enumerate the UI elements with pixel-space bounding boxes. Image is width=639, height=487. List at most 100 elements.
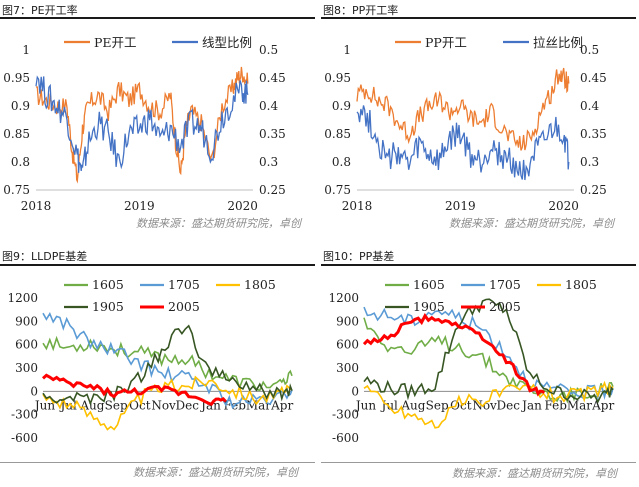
legend-label: 1905 [92,299,124,314]
series-line-1805 [363,380,614,429]
x-tick-label: 2018 [21,199,52,213]
legend-label: 1705 [489,277,521,292]
legend-label: 线型比例 [202,35,252,50]
y2-tick-label: 0.5 [580,43,599,57]
y-tick-label: 600 [15,338,38,352]
y-tick-label: -600 [11,431,38,445]
y2-tick-label: 0.3 [259,155,278,169]
panel-fig9: 图9：LLDPE基差 -600 -300 0 300 600 900 1200 Jun Jul A… [0,246,318,487]
y-tick-label: 0.8 [11,155,30,169]
title-rule [321,17,636,19]
title-rule [0,17,315,19]
y-tick-label: -300 [11,408,38,422]
series-line-1605 [42,335,293,392]
legend-label: 1705 [168,277,200,292]
x-tick-label: Dec [497,398,521,412]
y-tick-label: 0.9 [11,99,30,113]
x-tick-label: Apr [591,398,614,412]
y-tick-label: 0.75 [3,183,30,197]
y-tick-label: 300 [336,361,359,375]
y-tick-label: 0.75 [324,183,351,197]
y-tick-label: 0.85 [3,127,30,141]
legend-label: 1905 [413,299,445,314]
y-tick-label: 0.8 [332,155,351,169]
x-tick-label: Aug [400,398,425,412]
series-line-2005 [41,373,227,406]
x-tick-label: Dec [176,398,200,412]
source-note: 数据来源：盛达期货研究院，卓创 [452,467,617,480]
source-note: 数据来源：盛达期货研究院，卓创 [136,217,301,230]
y-tick-label: 900 [336,314,359,328]
chart-title: 图7：PE开工率 [2,4,78,17]
series-line-1805 [42,375,293,431]
y-tick-label: 0 [30,384,38,398]
y2-tick-label: 0.35 [259,127,286,141]
panel-fig7: 图7：PE开工率 0.75 0.8 0.85 0.9 0.95 1 0.25 0.3 0.35 0… [0,0,318,232]
y-tick-label: 0 [351,384,359,398]
chart-title: 图10：PP基差 [323,250,395,263]
y2-tick-label: 0.45 [580,71,607,85]
x-tick-label: Feb [544,398,567,412]
series-line-2005 [362,312,546,397]
source-note: 数据来源：盛达期货研究院，卓创 [449,217,614,230]
chart-fig7: 0.75 0.8 0.85 0.9 0.95 1 0.25 0.3 0.35 0.4 0.45 0.5… [3,35,286,213]
series-line-线型比例 [35,75,249,173]
y-tick-label: 300 [15,361,38,375]
title-rule [0,264,315,266]
y-tick-label: -600 [332,431,359,445]
legend-label: 1605 [413,277,445,292]
y-tick-label: 0.9 [332,99,351,113]
x-tick-label: Aug [79,398,104,412]
y-tick-label: -300 [332,408,359,422]
series-line-拉丝比例 [356,105,570,181]
y-tick-label: 0.95 [324,71,351,85]
y2-tick-label: 0.25 [580,183,607,197]
x-tick-label: Mar [567,398,592,412]
x-tick-label: 2018 [342,199,373,213]
legend-label: 2005 [168,299,200,314]
x-tick-label: Oct [129,398,151,412]
y-tick-label: 1 [343,43,351,57]
title-rule [321,264,636,266]
chart-title: 图8：PP开工率 [323,4,399,17]
y2-tick-label: 0.35 [580,127,607,141]
chart-title: 图9：LLDPE基差 [2,250,88,263]
legend-label: 1605 [92,277,124,292]
chart-fig8: 0.75 0.8 0.85 0.9 0.95 1 0.25 0.3 0.35 0.4 0.45 0.5… [324,35,607,213]
series-line-PE开工 [36,66,249,184]
y2-tick-label: 0.4 [259,99,278,113]
x-tick-label: Jan [520,398,542,412]
legend-label: PE开工 [94,35,137,50]
x-tick-label: 2019 [124,199,155,213]
bottom-rule [0,462,315,463]
y-tick-label: 0.95 [3,71,30,85]
y-tick-label: 900 [15,314,38,328]
series-line-1705 [42,312,293,410]
y2-tick-label: 0.45 [259,71,286,85]
bottom-rule [321,462,636,463]
x-tick-label: 2019 [445,199,476,213]
series-line-1905 [42,324,293,406]
x-tick-label: Jun [33,398,56,412]
panel-fig10: 图10：PP基差 -600 -300 0 300 600 900 1200 Jun Jul Aug… [321,246,639,487]
x-tick-label: 2020 [548,199,579,213]
y-tick-label: 1 [22,43,30,57]
legend-label: 2005 [489,299,521,314]
y-tick-label: 600 [336,338,359,352]
x-tick-label: Nov [151,398,176,412]
y-tick-label: 0.85 [324,127,351,141]
x-tick-label: Sep [105,398,128,412]
x-tick-label: Jun [354,398,377,412]
series-line-1905 [363,298,614,404]
legend-label: PP开工 [425,35,467,50]
legend-label: 拉丝比例 [533,35,583,50]
legend-label: 1805 [244,277,276,292]
y2-tick-label: 0.5 [259,43,278,57]
panel-fig8: 图8：PP开工率 0.75 0.8 0.85 0.9 0.95 1 0.25 0.3 0.35 0… [321,0,639,232]
source-note: 数据来源：盛达期货研究院，卓创 [133,466,298,479]
series-line-1605 [363,317,614,404]
y2-tick-label: 0.3 [580,155,599,169]
x-tick-label: Apr [270,398,293,412]
